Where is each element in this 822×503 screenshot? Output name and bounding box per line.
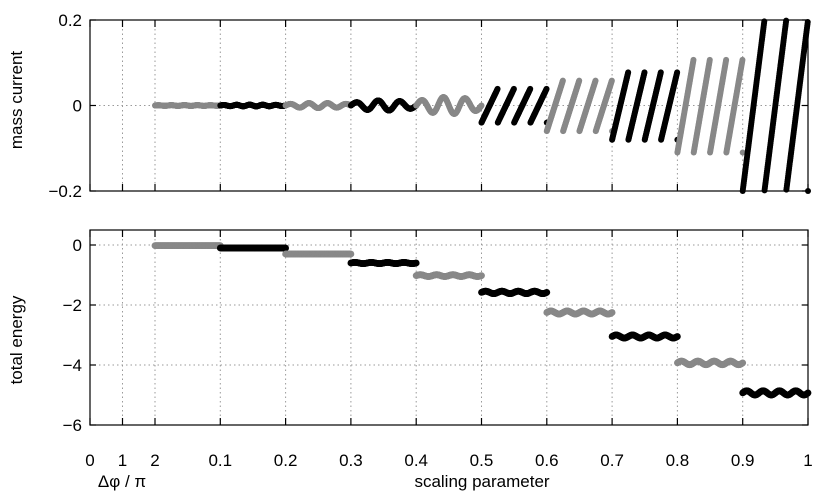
total-energy-panel: 0−2−4−60 1 2 0.1 0.2 0.3 0.4 0.5 0.6 0.7 0.8 0.9 1 t… — [7, 229, 813, 491]
total-energy-point — [674, 333, 681, 340]
total-energy-segment — [216, 244, 289, 252]
mass-current-segment — [609, 69, 681, 143]
total-energy-segment — [674, 357, 747, 369]
total-energy-y-tick-label: −2 — [63, 296, 82, 315]
phase-x-tick-label: 1 — [118, 451, 127, 470]
scaling-x-tick-label: 0.1 — [208, 451, 232, 470]
scaling-x-tick-label: 1 — [803, 451, 812, 470]
mass-current-segment — [347, 97, 420, 114]
scaling-x-tick-label: 0.6 — [535, 451, 559, 470]
mass-current-point — [641, 69, 648, 76]
mass-current-y-tick-label: −0.2 — [48, 182, 82, 201]
mass-current-segment — [478, 85, 550, 126]
mass-current-point — [478, 102, 485, 109]
total-energy-segment — [608, 331, 681, 342]
scaling-x-tick-label: 0.5 — [470, 451, 494, 470]
mass-current-segment — [543, 77, 616, 135]
total-energy-point — [543, 289, 551, 296]
mass-current-segment — [217, 101, 289, 110]
total-energy-point — [282, 244, 289, 252]
total-energy-segment — [543, 307, 616, 318]
mass-current-panel: 0.2 0 −0.2 mass current — [7, 11, 811, 201]
scaling-x-tick-label: 0.7 — [600, 451, 624, 470]
total-energy-y-tick-label: −4 — [63, 356, 82, 375]
mass-current-point — [674, 69, 681, 76]
mass-current-segment — [413, 94, 485, 117]
mass-current-point — [723, 56, 730, 63]
mass-current-segment — [282, 100, 354, 112]
mass-current-series — [152, 17, 811, 194]
mass-current-point — [576, 77, 583, 84]
total-energy-segment — [282, 250, 355, 258]
mass-current-axes: 0.2 0 −0.2 — [48, 11, 809, 201]
mass-current-segment — [739, 17, 811, 194]
mass-current-point — [559, 77, 566, 84]
mass-current-point — [783, 17, 790, 24]
mass-current-point — [527, 85, 534, 92]
scaling-x-tick-label: 0.2 — [274, 451, 298, 470]
mass-current-point — [706, 56, 713, 63]
total-energy-y-tick-label: −6 — [63, 416, 82, 435]
total-energy-axes: 0−2−4−60 1 2 0.1 0.2 0.3 0.4 0.5 0.6 0.7 0.8 0.9 1 — [63, 229, 813, 470]
mass-current-point — [608, 77, 615, 84]
total-energy-point — [739, 359, 747, 367]
total-energy-y-axis-label: total energy — [7, 295, 26, 384]
mass-current-point — [657, 69, 664, 76]
mass-current-point — [761, 18, 768, 25]
total-energy-point — [347, 250, 355, 258]
mass-current-point — [625, 69, 632, 76]
phase-difference-axis-label: Δφ / π — [98, 472, 146, 491]
mass-current-point — [543, 85, 550, 92]
plot-frame — [89, 229, 809, 426]
total-energy-y-tick-label: 0 — [73, 236, 82, 255]
phase-x-tick-label: 2 — [150, 451, 159, 470]
total-energy-grid — [90, 230, 808, 426]
total-energy-segment — [478, 287, 551, 297]
phase-x-tick-label: 0 — [85, 451, 94, 470]
total-energy-point — [608, 309, 616, 316]
mass-current-y-axis-label: mass current — [7, 51, 26, 150]
total-energy-series — [151, 242, 812, 399]
mass-current-point — [494, 85, 501, 92]
mass-current-y-tick-label: 0.2 — [58, 11, 82, 30]
mass-current-segment — [674, 56, 746, 156]
mass-current-segment — [152, 102, 224, 109]
scaling-x-tick-label: 0.9 — [731, 451, 755, 470]
scaling-parameter-axis-label: scaling parameter — [414, 472, 549, 491]
mass-current-point — [510, 85, 517, 92]
scaling-x-tick-label: 0.3 — [339, 451, 363, 470]
total-energy-point — [412, 259, 420, 267]
total-energy-segment — [151, 242, 224, 250]
mass-current-point — [592, 77, 599, 84]
mass-current-point — [690, 56, 697, 63]
mass-current-point — [739, 149, 746, 156]
scaling-x-tick-label: 0.4 — [404, 451, 428, 470]
total-energy-segment — [412, 271, 485, 280]
total-energy-segment — [739, 387, 812, 399]
mass-current-y-tick-label: 0 — [73, 97, 82, 116]
mass-current-point — [739, 56, 746, 63]
total-energy-segment — [347, 259, 420, 267]
total-energy-point — [478, 272, 485, 279]
scaling-x-tick-label: 0.8 — [666, 451, 690, 470]
